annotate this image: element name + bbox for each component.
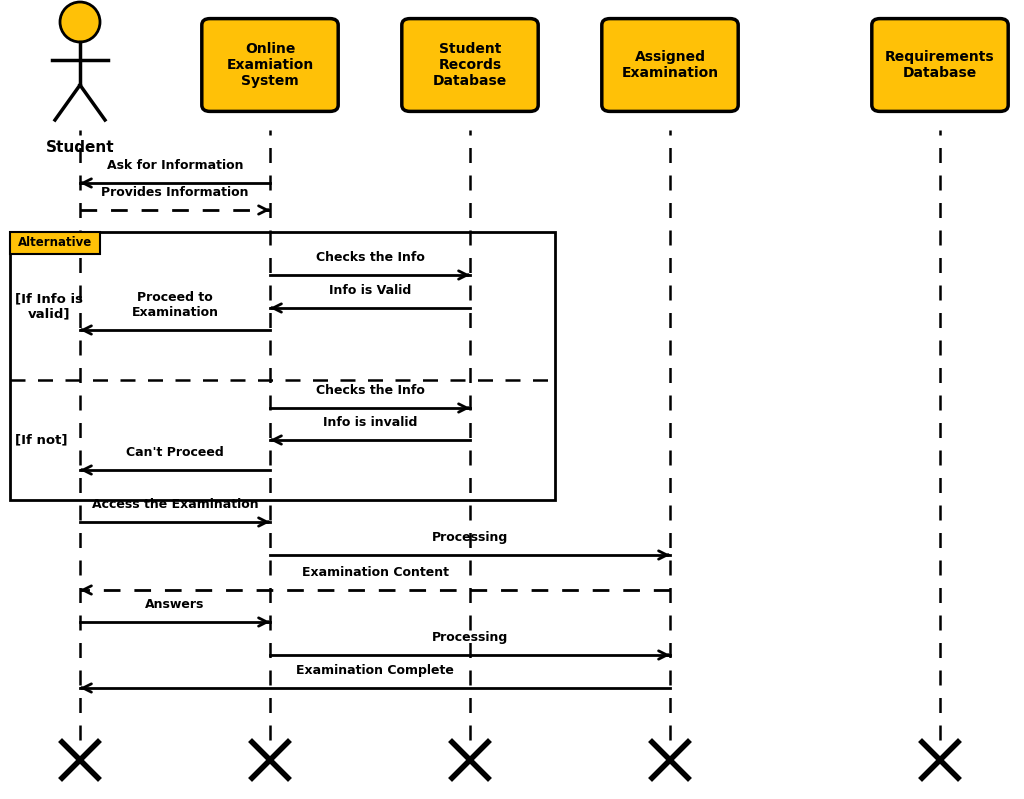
Text: Online
Examiation
System: Online Examiation System xyxy=(226,42,313,88)
Text: Examination Complete: Examination Complete xyxy=(296,664,454,677)
Ellipse shape xyxy=(60,2,100,42)
Text: Alternative: Alternative xyxy=(17,237,92,249)
Text: Examination Content: Examination Content xyxy=(301,566,449,579)
Text: Requirements
Database: Requirements Database xyxy=(885,50,994,80)
Bar xyxy=(10,232,555,500)
FancyBboxPatch shape xyxy=(401,18,539,111)
Text: Access the Examination: Access the Examination xyxy=(92,498,258,511)
Text: Proceed to
Examination: Proceed to Examination xyxy=(131,291,218,319)
Text: Processing: Processing xyxy=(432,531,508,544)
Text: [If Info is
valid]: [If Info is valid] xyxy=(15,292,83,320)
Text: Student
Records
Database: Student Records Database xyxy=(433,42,507,88)
FancyBboxPatch shape xyxy=(602,18,738,111)
Text: Info is invalid: Info is invalid xyxy=(323,416,417,429)
Text: Info is Valid: Info is Valid xyxy=(329,284,411,297)
Text: Can't Proceed: Can't Proceed xyxy=(126,446,224,459)
Text: Student: Student xyxy=(46,140,115,155)
Text: Checks the Info: Checks the Info xyxy=(315,384,424,397)
Text: Assigned
Examination: Assigned Examination xyxy=(622,50,719,80)
Text: Answers: Answers xyxy=(145,598,205,611)
Bar xyxy=(10,232,100,254)
FancyBboxPatch shape xyxy=(202,18,338,111)
Text: [If not]: [If not] xyxy=(15,434,68,447)
Text: Provides Information: Provides Information xyxy=(101,186,249,199)
FancyBboxPatch shape xyxy=(871,18,1009,111)
Text: Checks the Info: Checks the Info xyxy=(315,251,424,264)
Text: Processing: Processing xyxy=(432,631,508,644)
Text: Ask for Information: Ask for Information xyxy=(106,159,244,172)
